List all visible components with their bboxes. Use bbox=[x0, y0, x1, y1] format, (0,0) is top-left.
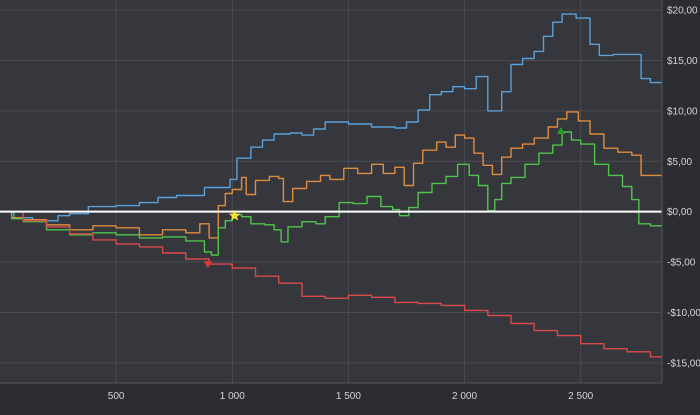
x-tick-label: 1 500 bbox=[336, 391, 361, 402]
series-group bbox=[0, 13, 663, 358]
plot-area bbox=[0, 0, 662, 383]
y-tick-label: $10,00 bbox=[667, 106, 698, 117]
x-tick-label: 500 bbox=[108, 391, 125, 402]
x-tick-label: 2 000 bbox=[452, 391, 477, 402]
buy-marker bbox=[556, 127, 565, 135]
y-tick-label: -$15,00 bbox=[667, 358, 700, 369]
series-line-2 bbox=[0, 111, 662, 239]
y-tick-label: $5,00 bbox=[667, 157, 692, 168]
marker-group bbox=[203, 127, 565, 269]
y-tick-label: $20,00 bbox=[667, 6, 698, 17]
x-tick-label: 1 000 bbox=[220, 391, 245, 402]
y-tick-label: $0,00 bbox=[667, 207, 692, 218]
series-line-3 bbox=[0, 131, 662, 256]
y-tick-label: -$10,00 bbox=[667, 308, 700, 319]
axes: 500 1 000 1 500 2 000 2 500 $20,00 $15,00 $10,0… bbox=[0, 0, 700, 402]
sell-marker bbox=[203, 261, 212, 269]
star-marker bbox=[228, 209, 241, 221]
y-tick-label: $15,00 bbox=[667, 56, 698, 67]
series-line-4 bbox=[0, 211, 663, 358]
series-line-1 bbox=[0, 13, 662, 222]
x-tick-label: 2 500 bbox=[568, 391, 593, 402]
y-tick-label: -$5,00 bbox=[667, 258, 696, 269]
